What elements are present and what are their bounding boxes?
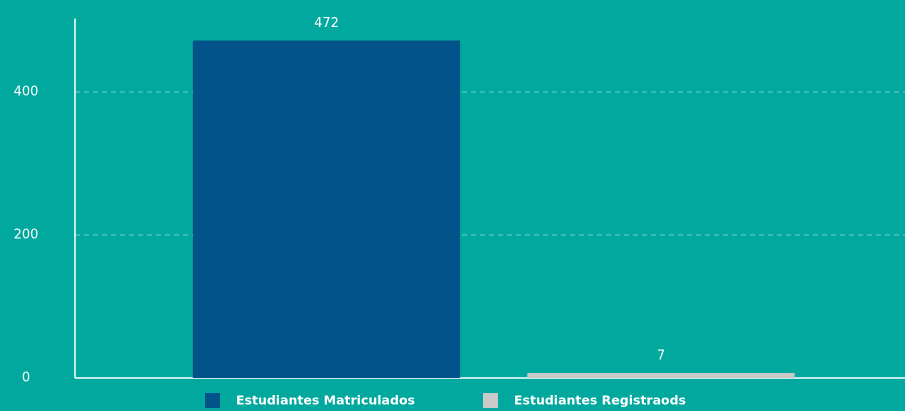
legend-text: Estudiantes Registraods [514, 393, 686, 408]
y-tick-label: 0 [22, 371, 30, 386]
data-label: 472 [314, 16, 339, 31]
data-label: 7 [657, 348, 665, 363]
legend-swatch [205, 393, 220, 408]
bar [527, 372, 795, 378]
legend-text: Estudiantes Matriculados [236, 393, 415, 408]
legend-swatch [483, 393, 498, 408]
y-tick-label: 200 [14, 228, 39, 243]
bar [192, 40, 461, 379]
y-tick-label: 400 [14, 85, 39, 100]
